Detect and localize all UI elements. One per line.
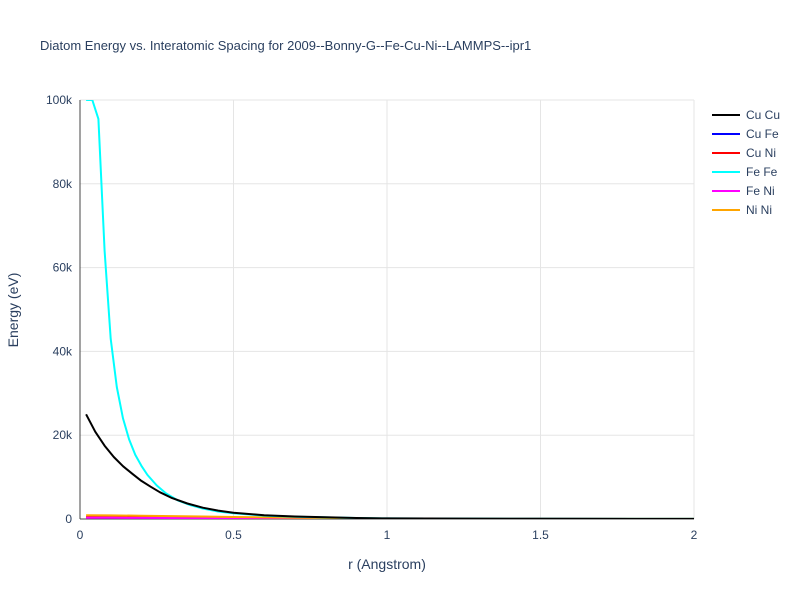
legend-label: Ni Ni	[746, 203, 772, 217]
y-tick-label: 60k	[53, 261, 73, 275]
legend-item-fe-ni[interactable]: Fe Ni	[712, 184, 775, 198]
y-tick-label: 100k	[46, 93, 73, 107]
legend[interactable]: Cu Cu Cu Fe Cu Ni Fe Fe Fe Ni Ni Ni	[712, 108, 780, 217]
x-axis-label: r (Angstrom)	[348, 556, 426, 572]
x-tick-label: 0	[77, 528, 84, 542]
y-tick-label: 0	[65, 512, 72, 526]
y-tick-label: 40k	[53, 344, 73, 358]
y-tick-label: 20k	[53, 428, 73, 442]
y-tick-label: 80k	[53, 177, 73, 191]
legend-label: Cu Cu	[746, 108, 780, 122]
grid	[79, 99, 695, 520]
chart-title: Diatom Energy vs. Interatomic Spacing fo…	[40, 38, 531, 53]
x-tick-label: 2	[691, 528, 698, 542]
x-tick-label: 1.5	[532, 528, 549, 542]
series-line-fe-fe	[86, 100, 694, 519]
legend-item-cu-fe[interactable]: Cu Fe	[712, 127, 779, 141]
y-axis-label: Energy (eV)	[5, 273, 21, 348]
plot-area	[85, 100, 694, 519]
x-tick-label: 1	[384, 528, 391, 542]
legend-item-fe-fe[interactable]: Fe Fe	[712, 165, 778, 179]
x-tick-label: 0.5	[225, 528, 242, 542]
legend-label: Fe Fe	[746, 165, 778, 179]
series-line-cu-cu	[85, 413, 694, 519]
legend-item-cu-cu[interactable]: Cu Cu	[712, 108, 780, 122]
legend-label: Cu Ni	[746, 146, 776, 160]
axis-ticks: 0 20k 40k 60k 80k 100k 0 0.5 1 1.5 2	[46, 93, 698, 542]
legend-item-ni-ni[interactable]: Ni Ni	[712, 203, 772, 217]
legend-label: Fe Ni	[746, 184, 775, 198]
legend-label: Cu Fe	[746, 127, 779, 141]
legend-item-cu-ni[interactable]: Cu Ni	[712, 146, 776, 160]
